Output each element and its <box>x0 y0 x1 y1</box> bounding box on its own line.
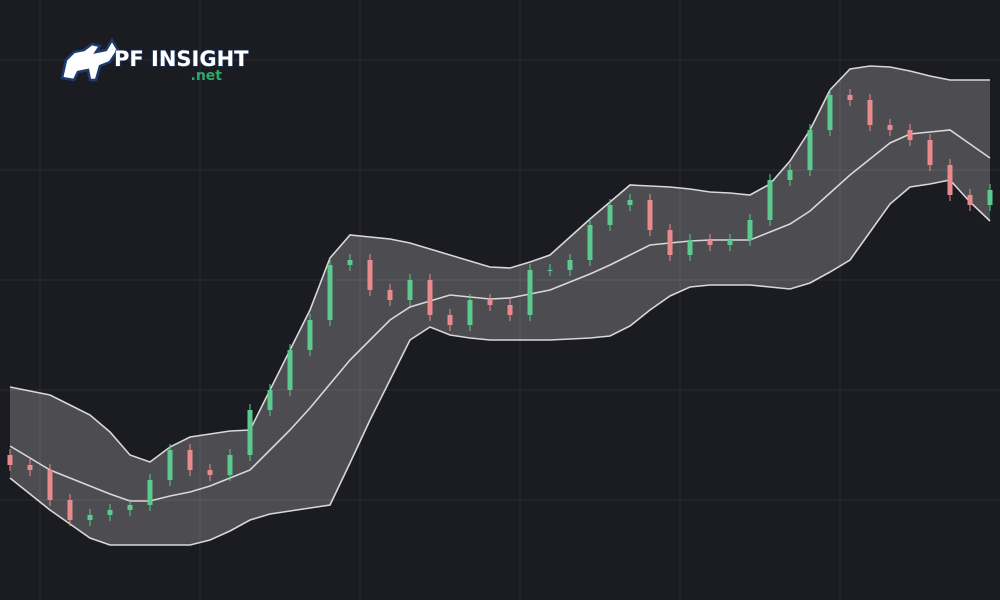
candle-body <box>127 505 133 510</box>
candle-body <box>147 480 153 505</box>
candle-body <box>307 320 313 350</box>
candle-body <box>607 205 613 225</box>
candle-body <box>707 240 713 245</box>
candle-body <box>347 260 353 265</box>
candle-body <box>647 200 653 230</box>
candle-body <box>467 300 473 325</box>
candle-body <box>187 450 193 470</box>
candle-body <box>787 170 793 180</box>
candle-body <box>867 100 873 125</box>
candle-body <box>827 95 833 130</box>
candle-body <box>87 515 93 520</box>
candle-body <box>907 130 913 140</box>
candle-body <box>887 125 893 130</box>
candle-body <box>267 390 273 410</box>
candle-body <box>687 240 693 255</box>
candle-body <box>807 130 813 170</box>
candle-body <box>627 200 633 205</box>
plot <box>7 65 993 546</box>
band-middle <box>9 129 991 502</box>
candle-body <box>947 165 953 195</box>
candle-body <box>27 465 33 470</box>
candle-body <box>327 265 333 320</box>
candle-body <box>7 455 13 465</box>
candle-body <box>207 470 213 475</box>
logo-name: PF INSIGHT <box>114 47 249 71</box>
candle-body <box>107 510 113 515</box>
band-lower <box>9 179 991 546</box>
band-upper <box>9 65 990 463</box>
candle-body <box>407 280 413 300</box>
candle-body <box>47 470 53 500</box>
candle-body <box>387 290 393 300</box>
candle-body <box>847 95 853 100</box>
candle-body <box>527 270 533 315</box>
logo-icon <box>60 37 120 82</box>
candle-body <box>727 240 733 245</box>
candle-body <box>747 220 753 240</box>
candle-body <box>767 180 773 220</box>
band-area <box>10 66 990 545</box>
candle-body <box>447 315 453 325</box>
candle-body <box>987 190 993 205</box>
candle-body <box>247 410 253 455</box>
candle-body <box>547 270 553 271</box>
candle-body <box>367 260 373 290</box>
candle-body <box>287 350 293 390</box>
candle-body <box>927 140 933 165</box>
candle-body <box>567 260 573 270</box>
candle-body <box>487 300 493 305</box>
candle-body <box>587 225 593 260</box>
candle-body <box>427 280 433 315</box>
candle-body <box>507 305 513 315</box>
candle-body <box>167 450 173 480</box>
logo: PF INSIGHT .net <box>60 37 250 84</box>
candle-body <box>967 195 973 205</box>
candle-body <box>227 455 233 475</box>
candle-body <box>67 500 73 520</box>
logo-suffix: .net <box>191 68 223 84</box>
candle-body <box>667 230 673 255</box>
